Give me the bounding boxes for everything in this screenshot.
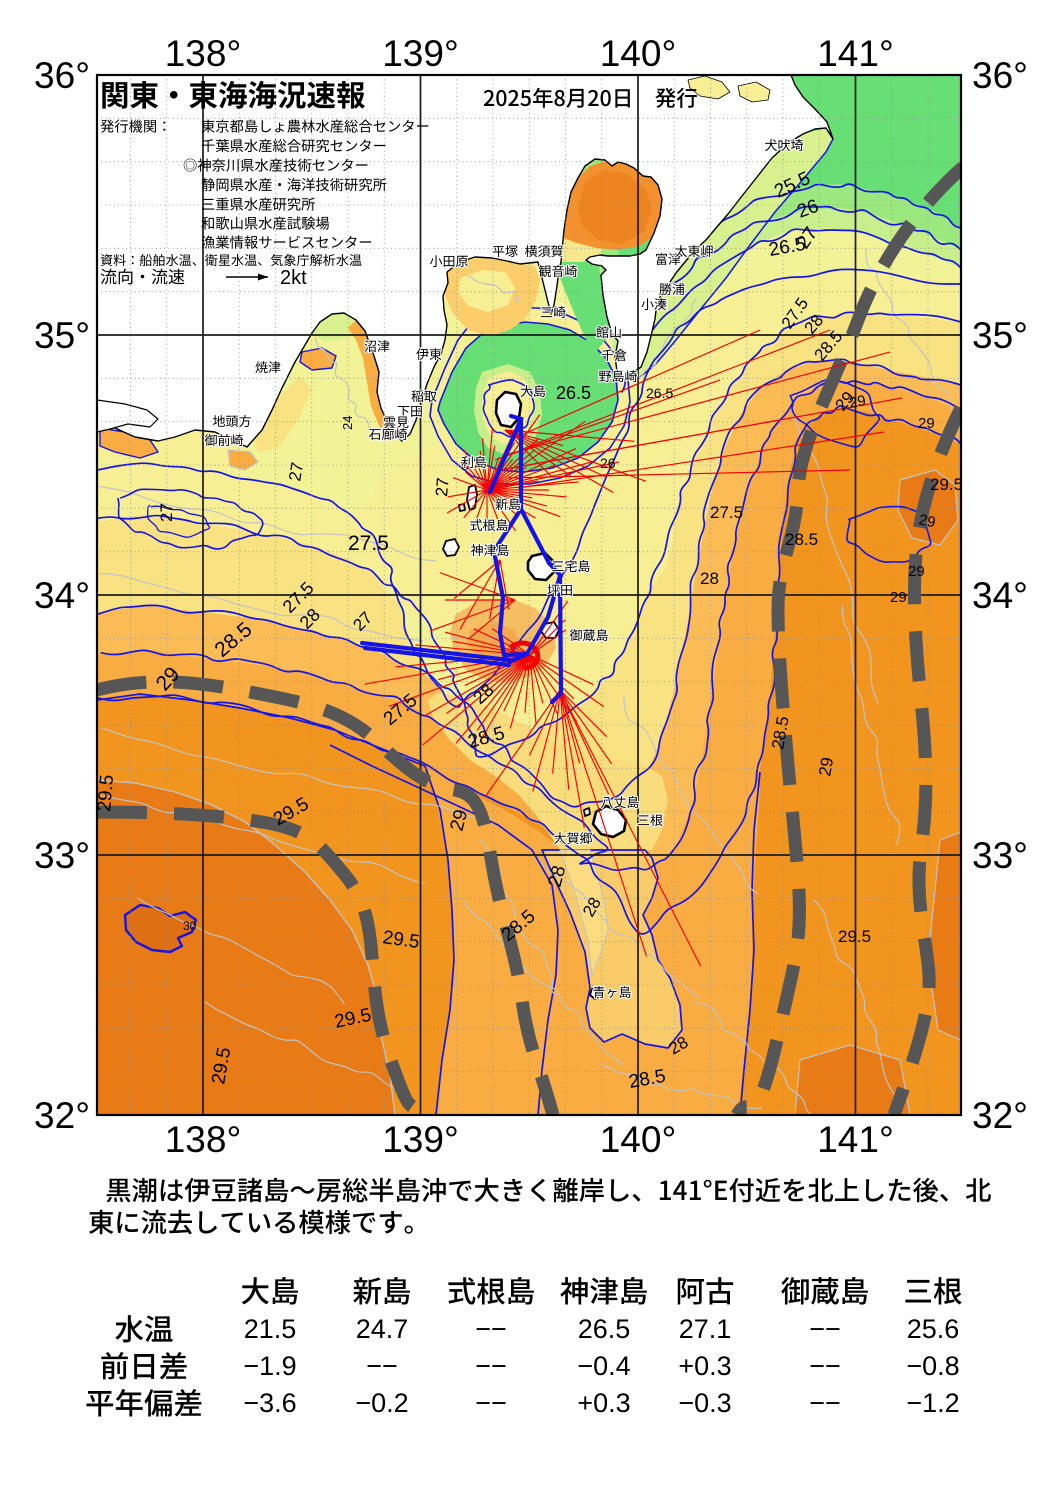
svg-text:29.5: 29.5 bbox=[94, 774, 118, 813]
svg-text:29: 29 bbox=[815, 756, 837, 778]
svg-text:141°: 141° bbox=[817, 33, 894, 74]
svg-text:27: 27 bbox=[157, 503, 176, 522]
svg-text:+0.3: +0.3 bbox=[678, 1351, 731, 1381]
svg-text:28: 28 bbox=[700, 569, 719, 588]
svg-text:−0.2: −0.2 bbox=[355, 1388, 408, 1418]
svg-text:26.5: 26.5 bbox=[646, 385, 673, 401]
svg-text:−1.2: −1.2 bbox=[906, 1388, 959, 1418]
svg-text:33°: 33° bbox=[34, 835, 90, 876]
svg-text:33°: 33° bbox=[972, 835, 1028, 876]
svg-text:+0.3: +0.3 bbox=[577, 1388, 630, 1418]
svg-text:29: 29 bbox=[917, 511, 937, 531]
svg-text:140°: 140° bbox=[600, 1119, 677, 1160]
svg-text:25.6: 25.6 bbox=[907, 1314, 960, 1344]
svg-text:29: 29 bbox=[848, 392, 867, 412]
svg-text:29: 29 bbox=[890, 589, 907, 606]
svg-text:27.1: 27.1 bbox=[679, 1314, 732, 1344]
svg-text:26.5: 26.5 bbox=[578, 1314, 631, 1344]
svg-text:27: 27 bbox=[285, 461, 307, 483]
svg-text:−−: −− bbox=[475, 1388, 507, 1418]
svg-text:29.5: 29.5 bbox=[930, 475, 963, 494]
svg-text:36°: 36° bbox=[34, 55, 90, 96]
svg-text:139°: 139° bbox=[382, 33, 459, 74]
svg-text:141°: 141° bbox=[817, 1119, 894, 1160]
svg-text:−−: −− bbox=[809, 1314, 841, 1344]
svg-text:21.5: 21.5 bbox=[244, 1314, 297, 1344]
svg-text:27: 27 bbox=[432, 477, 453, 498]
svg-text:27.5: 27.5 bbox=[348, 532, 389, 555]
svg-text:−0.3: −0.3 bbox=[678, 1388, 731, 1418]
svg-text:138°: 138° bbox=[165, 33, 242, 74]
svg-text:−−: −− bbox=[809, 1351, 841, 1381]
svg-text:−−: −− bbox=[809, 1388, 841, 1418]
svg-text:29: 29 bbox=[908, 563, 925, 580]
svg-text:32°: 32° bbox=[972, 1095, 1028, 1136]
svg-text:34°: 34° bbox=[972, 575, 1028, 616]
svg-text:36°: 36° bbox=[972, 55, 1028, 96]
svg-text:30: 30 bbox=[183, 919, 197, 933]
svg-text:26: 26 bbox=[600, 455, 616, 471]
svg-text:29: 29 bbox=[918, 415, 935, 432]
svg-text:29.5: 29.5 bbox=[381, 927, 421, 953]
svg-text:24.7: 24.7 bbox=[356, 1314, 409, 1344]
svg-text:28.5: 28.5 bbox=[785, 530, 818, 549]
svg-text:−1.9: −1.9 bbox=[243, 1351, 296, 1381]
svg-text:139°: 139° bbox=[382, 1119, 459, 1160]
svg-text:−−: −− bbox=[366, 1351, 398, 1381]
svg-text:−−: −− bbox=[475, 1351, 507, 1381]
svg-text:35°: 35° bbox=[972, 315, 1028, 356]
svg-text:27.5: 27.5 bbox=[710, 503, 743, 522]
svg-text:−0.4: −0.4 bbox=[577, 1351, 630, 1381]
svg-text:2kt: 2kt bbox=[280, 267, 307, 289]
svg-text:138°: 138° bbox=[165, 1119, 242, 1160]
svg-text:−0.8: −0.8 bbox=[906, 1351, 959, 1381]
svg-text:24: 24 bbox=[340, 416, 355, 430]
svg-text:26.5: 26.5 bbox=[556, 383, 591, 403]
svg-text:34°: 34° bbox=[34, 575, 90, 616]
svg-text:140°: 140° bbox=[600, 33, 677, 74]
svg-text:−3.6: −3.6 bbox=[243, 1388, 296, 1418]
svg-text:29.5: 29.5 bbox=[838, 927, 871, 946]
svg-text:32°: 32° bbox=[34, 1095, 90, 1136]
svg-text:−−: −− bbox=[475, 1314, 507, 1344]
svg-text:35°: 35° bbox=[34, 315, 90, 356]
